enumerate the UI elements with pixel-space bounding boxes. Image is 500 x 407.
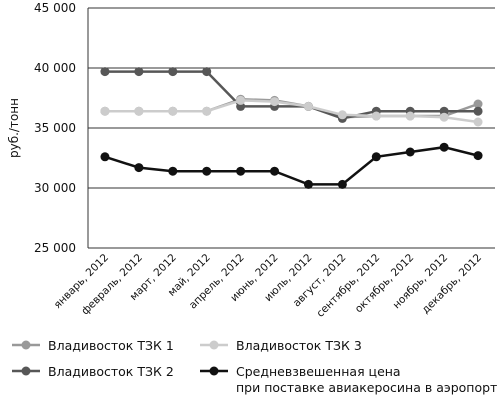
legend-item: Средневзвешенная цена при поставке авиак… (200, 364, 497, 396)
point (337, 110, 347, 120)
legend-label: Владивосток ТЗК 3 (236, 338, 362, 353)
legend-icon (12, 340, 40, 350)
point (473, 117, 483, 127)
point (134, 67, 144, 77)
legend-icon (12, 366, 40, 376)
point (473, 99, 483, 109)
legend-marker (209, 340, 219, 350)
series-line (104, 70, 479, 120)
y-tick-label: 45 000 (34, 1, 76, 15)
x-tick-label: октябрь, 2012 (353, 252, 417, 316)
point (473, 151, 483, 161)
point (270, 97, 280, 107)
y-tick-label: 40 000 (34, 61, 76, 75)
series-line (104, 97, 479, 119)
point (337, 179, 347, 189)
chart: руб./тонн 25 000 30 000 35 000 40 000 45 000… (7, 1, 495, 320)
point (439, 142, 449, 152)
y-axis-title: руб./тонн (7, 98, 21, 158)
point (405, 111, 415, 121)
point (303, 101, 313, 111)
legend-icon (200, 340, 228, 350)
legend-label: Владивосток ТЗК 1 (48, 338, 174, 353)
series-line (104, 99, 479, 124)
point (405, 147, 415, 157)
point (168, 106, 178, 116)
point (100, 152, 110, 162)
legend-marker (209, 366, 219, 376)
x-tick-label: февраль, 2012 (79, 252, 145, 318)
point (168, 166, 178, 176)
legend-marker (21, 366, 31, 376)
legend-marker (21, 340, 31, 350)
point (439, 112, 449, 122)
point (134, 163, 144, 173)
point (236, 95, 246, 105)
point (202, 106, 212, 116)
series-line (104, 145, 479, 186)
legend-item: Владивосток ТЗК 1 (12, 338, 174, 354)
legend-item: Владивосток ТЗК 3 (200, 338, 362, 354)
x-tick-label: сентябрь, 2012 (314, 252, 382, 320)
point (168, 67, 178, 77)
legend-label: Владивосток ТЗК 2 (48, 364, 174, 379)
point (303, 179, 313, 189)
point (371, 111, 381, 121)
y-tick-label: 30 000 (34, 181, 76, 195)
y-tick-label: 25 000 (34, 241, 76, 255)
point (202, 166, 212, 176)
point (473, 106, 483, 116)
x-tick-label: декабрь, 2012 (420, 252, 485, 317)
point (202, 67, 212, 77)
point (270, 166, 280, 176)
legend-label: Средневзвешенная цена при поставке авиак… (236, 364, 498, 395)
point (371, 152, 381, 162)
y-tick-label: 35 000 (34, 121, 76, 135)
legend-icon (200, 366, 228, 376)
legend-item: Владивосток ТЗК 2 (12, 364, 174, 380)
point (100, 106, 110, 116)
point (236, 166, 246, 176)
point (100, 67, 110, 77)
point (134, 106, 144, 116)
